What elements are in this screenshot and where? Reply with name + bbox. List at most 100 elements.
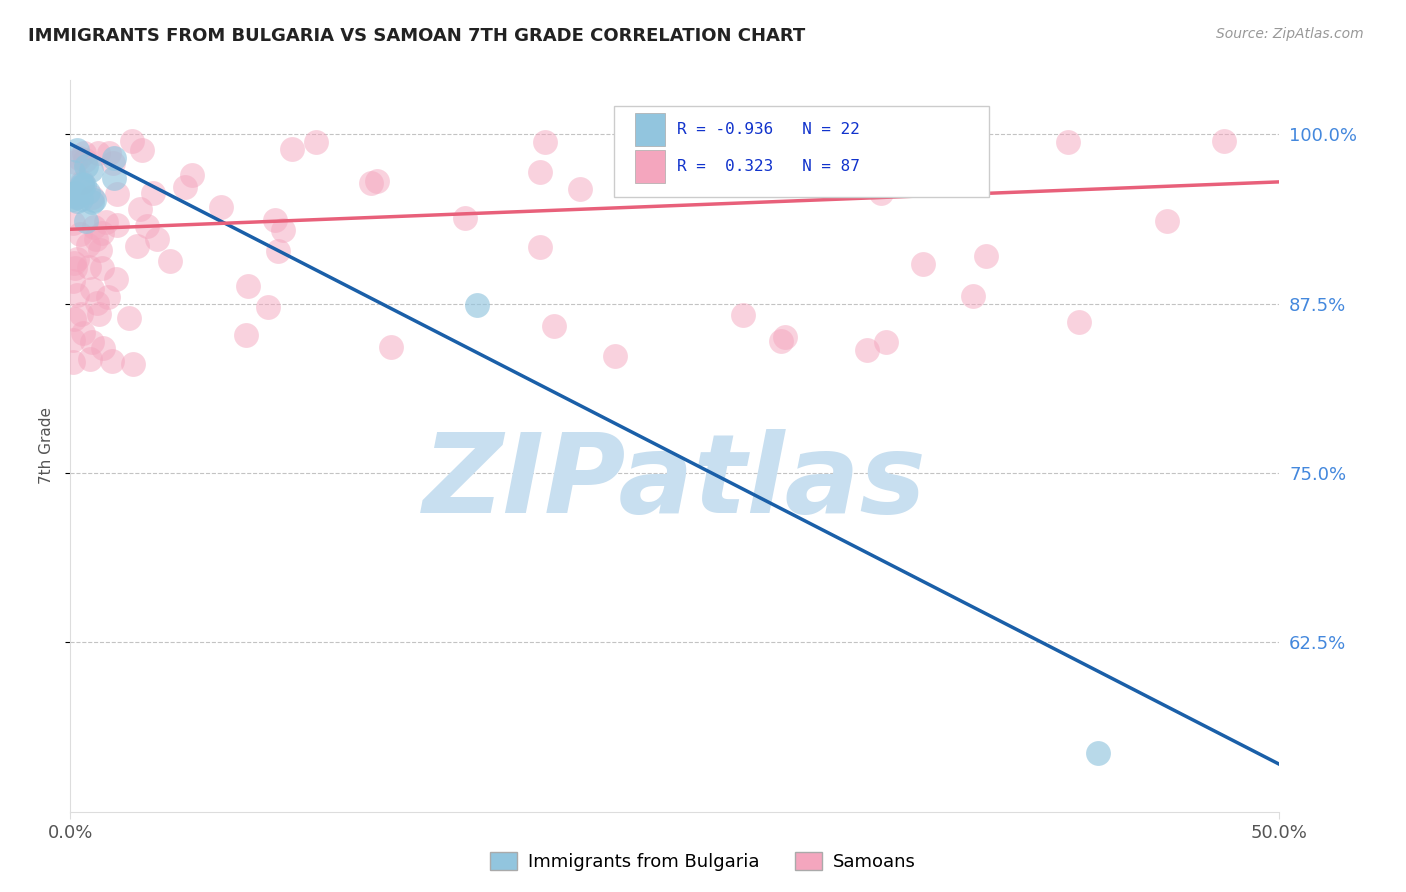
Point bbox=[534, 135, 557, 149]
Point bbox=[66, 288, 89, 302]
Point bbox=[121, 357, 143, 371]
Point bbox=[98, 145, 121, 160]
Point bbox=[856, 343, 879, 357]
Point bbox=[83, 219, 105, 234]
Point bbox=[236, 278, 259, 293]
Point bbox=[773, 330, 796, 344]
Point bbox=[65, 143, 87, 157]
Point bbox=[962, 288, 984, 302]
Point bbox=[118, 311, 141, 326]
Point bbox=[63, 186, 86, 201]
Point bbox=[159, 253, 181, 268]
Point bbox=[257, 301, 280, 315]
Point bbox=[65, 155, 87, 169]
Point bbox=[731, 308, 754, 322]
Point bbox=[66, 194, 89, 208]
Point bbox=[869, 186, 891, 201]
Point bbox=[62, 187, 84, 202]
Point bbox=[105, 186, 128, 201]
Point bbox=[1156, 214, 1178, 228]
Point bbox=[769, 334, 792, 349]
Point bbox=[76, 238, 98, 252]
Point bbox=[70, 175, 93, 189]
Point bbox=[605, 350, 627, 364]
Point bbox=[70, 307, 93, 321]
Point bbox=[101, 354, 124, 368]
Point bbox=[267, 244, 290, 259]
Point bbox=[73, 146, 96, 161]
Point bbox=[86, 232, 108, 246]
Point bbox=[465, 298, 488, 312]
Point bbox=[209, 200, 232, 214]
Point bbox=[638, 154, 661, 169]
Point bbox=[695, 170, 717, 185]
Point bbox=[974, 249, 997, 263]
Y-axis label: 7th Grade: 7th Grade bbox=[38, 408, 53, 484]
Point bbox=[875, 334, 897, 349]
Point bbox=[103, 151, 125, 165]
Point bbox=[529, 240, 551, 254]
Text: R = -0.936   N = 22: R = -0.936 N = 22 bbox=[678, 121, 860, 136]
Point bbox=[103, 156, 125, 170]
Point bbox=[79, 162, 101, 177]
Point bbox=[79, 352, 101, 367]
Point bbox=[235, 328, 257, 343]
Point bbox=[77, 260, 100, 274]
Point bbox=[97, 290, 120, 304]
Point bbox=[264, 212, 287, 227]
Point bbox=[281, 142, 304, 156]
Point bbox=[62, 216, 84, 230]
Point bbox=[360, 176, 382, 190]
Point bbox=[1057, 135, 1080, 149]
Point bbox=[75, 214, 97, 228]
Point bbox=[529, 164, 551, 178]
Point bbox=[62, 333, 84, 347]
Point bbox=[1087, 747, 1109, 761]
Point bbox=[103, 171, 125, 186]
Point bbox=[568, 182, 591, 196]
Point bbox=[80, 282, 103, 296]
Point bbox=[105, 218, 128, 232]
FancyBboxPatch shape bbox=[636, 112, 665, 145]
Point bbox=[366, 174, 388, 188]
FancyBboxPatch shape bbox=[614, 106, 990, 197]
Point bbox=[66, 252, 89, 266]
Point bbox=[63, 311, 86, 326]
Point bbox=[73, 153, 96, 168]
Point bbox=[86, 145, 108, 160]
Point bbox=[94, 214, 117, 228]
Point bbox=[131, 143, 153, 157]
Point bbox=[142, 186, 165, 200]
Point bbox=[91, 341, 114, 355]
Point bbox=[73, 178, 96, 193]
Point bbox=[82, 195, 104, 210]
Point bbox=[75, 159, 97, 173]
Point bbox=[62, 188, 84, 202]
Point bbox=[82, 190, 104, 204]
Point bbox=[90, 260, 112, 275]
Point bbox=[87, 307, 110, 321]
Point bbox=[797, 159, 820, 173]
Point bbox=[911, 257, 934, 271]
Point bbox=[67, 151, 90, 165]
Text: ZIPatlas: ZIPatlas bbox=[423, 429, 927, 536]
Point bbox=[543, 319, 565, 334]
Point bbox=[65, 260, 87, 275]
Point bbox=[76, 185, 98, 199]
Point bbox=[62, 164, 84, 178]
Point bbox=[72, 326, 94, 340]
Point bbox=[82, 335, 104, 350]
Point bbox=[69, 227, 91, 241]
Point bbox=[1213, 135, 1236, 149]
Point bbox=[1067, 315, 1090, 329]
Point bbox=[121, 134, 143, 148]
Point bbox=[125, 239, 148, 253]
Text: Source: ZipAtlas.com: Source: ZipAtlas.com bbox=[1216, 27, 1364, 41]
Point bbox=[62, 274, 84, 288]
Point bbox=[62, 192, 84, 206]
Point bbox=[70, 178, 93, 193]
FancyBboxPatch shape bbox=[636, 150, 665, 183]
Point bbox=[89, 243, 111, 257]
Point bbox=[180, 168, 202, 182]
Point bbox=[305, 135, 328, 149]
